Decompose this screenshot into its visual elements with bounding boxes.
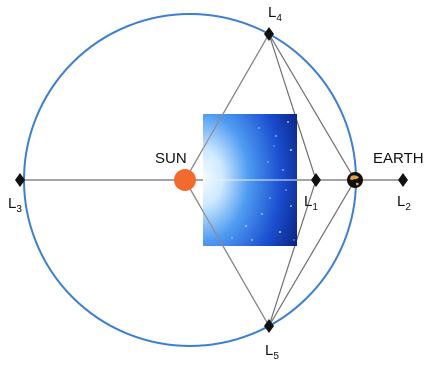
l5-index: 5 <box>273 351 279 362</box>
l3-letter: L <box>8 195 16 212</box>
earth-label: EARTH <box>373 150 424 167</box>
l4-index: 4 <box>276 13 282 24</box>
l3-index: 3 <box>16 204 22 215</box>
l4-label: L4 <box>268 4 282 24</box>
l2-marker <box>398 173 408 187</box>
l2-label: L2 <box>397 193 411 213</box>
l2-letter: L <box>397 193 405 210</box>
earth-marker <box>347 172 363 188</box>
l1-marker <box>311 173 321 187</box>
l2-index: 2 <box>405 202 411 213</box>
l1-letter: L <box>304 193 312 210</box>
sun-label: SUN <box>155 150 187 167</box>
l3-label: L3 <box>8 195 22 215</box>
l1-index: 1 <box>312 202 318 213</box>
sun-marker <box>174 169 196 191</box>
l4-letter: L <box>268 4 276 21</box>
l5-letter: L <box>265 342 273 359</box>
l5-label: L5 <box>265 342 279 362</box>
